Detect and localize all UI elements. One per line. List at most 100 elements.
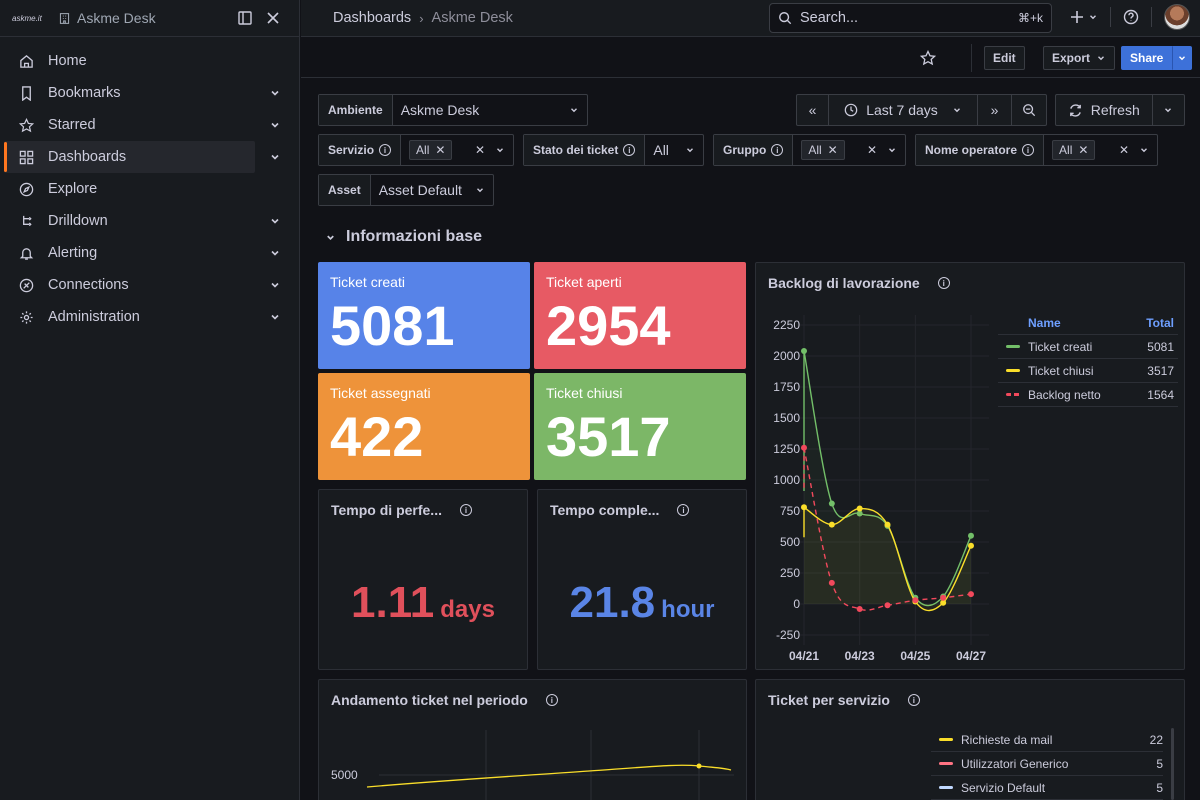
panel-servizio[interactable]: Ticket per servizio i Richieste da mail 2… [755,679,1185,800]
share-menu-button[interactable] [1172,46,1192,70]
nav-item-dashboards[interactable]: Dashboards [4,141,279,173]
legend-name: Ticket creati [1028,339,1093,354]
info-icon[interactable]: i [771,144,784,156]
chevron-down-icon [1165,108,1172,113]
y-tick-label: 1750 [773,380,800,394]
value-chip[interactable]: All ✕ [801,140,845,160]
breadcrumb-dashboards[interactable]: Dashboards [333,10,412,26]
operatore-select[interactable]: All ✕ ✕ [1044,135,1157,165]
backlog-chart[interactable]: 2250 2000 1750 1500 1250 1000 750 500 250 0 -250 04… [756,263,1186,671]
shift-back-button[interactable]: « [797,95,829,125]
stat-big-value: 21.8 hour [538,578,746,628]
chip-label: All [416,143,430,157]
info-icon[interactable]: i [937,277,950,289]
legend-name: Servizio Default [961,780,1046,795]
double-chevron-left-icon: « [808,102,817,118]
nav-item-starred[interactable]: Starred [4,109,279,141]
stato-select[interactable]: All [645,135,703,165]
export-button[interactable]: Export [1043,46,1116,70]
nav-label: Home [48,53,87,69]
shift-forward-button[interactable]: » [978,95,1012,125]
chevron-down-icon[interactable] [269,279,281,291]
row-collapse-toggle[interactable]: Informazioni base [325,228,482,246]
org-switcher[interactable]: Askme Desk [58,10,231,26]
zoom-out-button[interactable] [1012,95,1046,125]
variable-label: Gruppo [723,143,767,157]
legend-row[interactable]: Richieste da mail 22 [931,728,1163,752]
avatar[interactable] [1164,4,1190,30]
chevron-down-icon[interactable] [269,87,281,99]
clear-icon[interactable]: ✕ [866,143,877,157]
edit-button[interactable]: Edit [984,46,1025,70]
nav-item-explore[interactable]: Explore [4,173,255,205]
info-icon[interactable]: i [907,694,920,706]
time-range-label: Last 7 days [866,102,938,118]
dock-menu-icon[interactable] [231,4,259,32]
remove-chip-icon[interactable]: ✕ [435,143,446,157]
servizio-select[interactable]: All ✕ ✕ [401,135,513,165]
chevron-down-icon[interactable] [887,145,897,155]
chevron-down-icon[interactable] [495,145,505,155]
remove-chip-icon[interactable]: ✕ [827,143,838,157]
clear-icon[interactable]: ✕ [474,143,485,157]
legend-row[interactable]: Backlog netto 1564 [998,383,1178,407]
x-tick-label: 04/25 [900,649,930,663]
legend-row[interactable]: Ticket chiusi 3517 [998,359,1178,383]
info-icon[interactable]: i [623,144,636,156]
chevron-down-icon[interactable] [269,119,281,131]
star-icon[interactable] [920,50,936,66]
legend-row[interactable]: Utilizzatori Generico 5 [931,752,1163,776]
info-icon[interactable]: i [379,144,392,156]
help-icon[interactable] [1123,9,1139,25]
remove-chip-icon[interactable]: ✕ [1078,143,1089,157]
chevron-down-icon[interactable] [269,311,281,323]
panel-andamento[interactable]: Andamento ticket nel periodo i 5000 [318,679,747,800]
refresh-controls: Refresh [1055,94,1185,126]
connections-icon [18,277,34,293]
chevron-down-icon[interactable] [1139,145,1149,155]
close-icon[interactable] [259,4,287,32]
gruppo-select[interactable]: All ✕ ✕ [793,135,905,165]
stat-ticket-chiusi[interactable]: Ticket chiusi 3517 [534,373,746,480]
add-menu-button[interactable] [1070,10,1098,24]
app-logo[interactable]: askme.it [12,13,42,23]
nav-label: Connections [48,277,129,293]
nav-item-home[interactable]: Home [4,45,255,77]
info-icon[interactable]: i [1022,144,1035,156]
scrollbar[interactable] [1171,728,1174,800]
time-range-picker[interactable]: Last 7 days [829,95,978,125]
chevron-down-icon[interactable] [269,151,281,163]
legend-value: 5 [1156,756,1163,771]
panel-tempo-perf[interactable]: Tempo di perfe... i 1.11 days [318,489,528,670]
value-chip[interactable]: All ✕ [409,140,453,160]
stat-ticket-creati[interactable]: Ticket creati 5081 [318,262,530,369]
share-button[interactable]: Share [1121,46,1173,70]
chevron-down-icon[interactable] [269,247,281,259]
clear-icon[interactable]: ✕ [1118,143,1129,157]
refresh-interval-button[interactable] [1153,95,1185,125]
nav-item-bookmarks[interactable]: Bookmarks [4,77,279,109]
stat-ticket-assegnati[interactable]: Ticket assegnati 422 [318,373,530,480]
nav-item-connections[interactable]: Connections [4,269,279,301]
refresh-button[interactable]: Refresh [1056,95,1153,125]
panel-tempo-comp[interactable]: Tempo comple... i 21.8 hour [537,489,747,670]
asset-select[interactable]: Asset Default [371,175,493,205]
x-tick-label: 04/23 [845,649,875,663]
nav-item-administration[interactable]: Administration [4,301,279,333]
legend-row[interactable]: Servizio Default 5 [931,776,1163,800]
nav-item-alerting[interactable]: Alerting [4,237,279,269]
legend-name: Backlog netto [1028,387,1101,402]
stat-ticket-aperti[interactable]: Ticket aperti 2954 [534,262,746,369]
value-chip[interactable]: All ✕ [1052,140,1096,160]
info-icon[interactable]: i [459,504,472,516]
info-icon[interactable]: i [545,694,558,706]
ambiente-select[interactable]: Askme Desk [393,95,587,125]
info-icon[interactable]: i [677,504,690,516]
trend-line [366,764,732,788]
legend-row[interactable]: Ticket creati 5081 [998,335,1178,359]
chevron-down-icon[interactable] [269,215,281,227]
nav-item-drilldown[interactable]: Drilldown [4,205,279,237]
panel-backlog[interactable]: Backlog di lavorazione i 2250 2000 1750 1500… [755,262,1185,670]
andamento-chart[interactable] [319,680,748,800]
search-input[interactable]: Search... ⌘+k [769,3,1052,33]
